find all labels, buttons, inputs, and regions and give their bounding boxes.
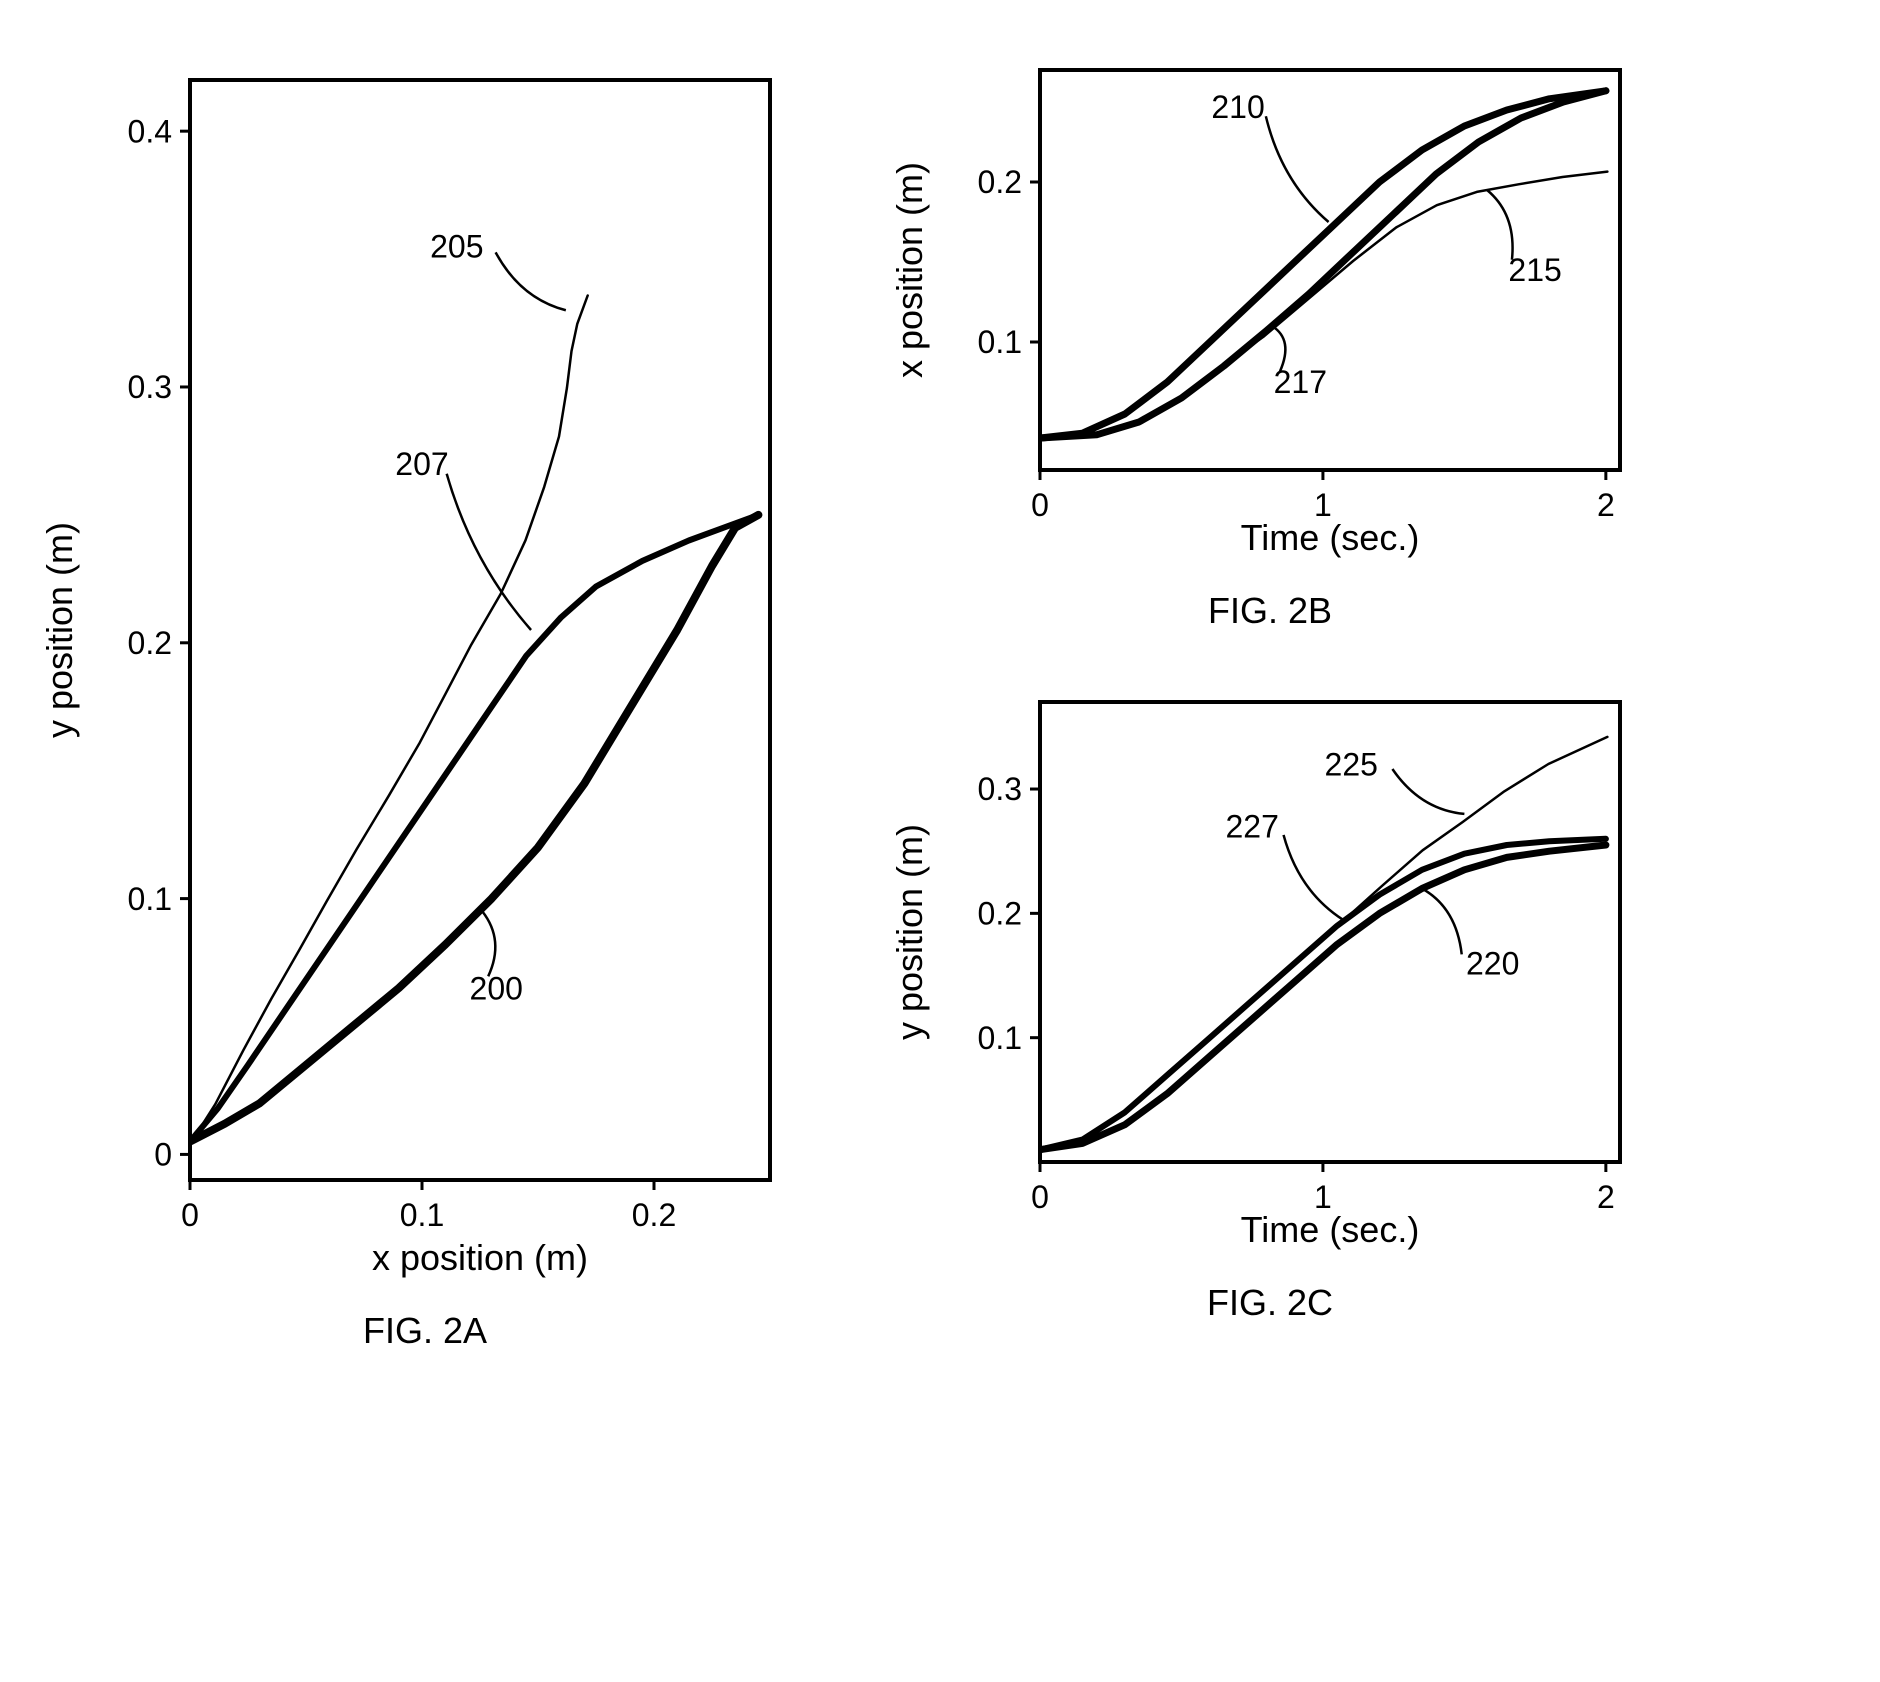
svg-text:207: 207 <box>395 446 448 482</box>
svg-text:0.4: 0.4 <box>128 113 172 149</box>
svg-text:2: 2 <box>1597 1179 1615 1215</box>
svg-text:0: 0 <box>1031 487 1049 523</box>
svg-text:0.3: 0.3 <box>128 369 172 405</box>
svg-text:0.2: 0.2 <box>128 625 172 661</box>
right-column: 0120.10.2Time (sec.)x position (m)210215… <box>890 40 1650 1324</box>
svg-text:0.2: 0.2 <box>978 164 1022 200</box>
svg-text:0: 0 <box>181 1197 199 1233</box>
figure-2b-chart: 0120.10.2Time (sec.)x position (m)210215… <box>890 40 1650 570</box>
svg-text:Time (sec.): Time (sec.) <box>1241 517 1420 558</box>
svg-text:227: 227 <box>1225 809 1278 845</box>
svg-text:0.2: 0.2 <box>632 1197 676 1233</box>
svg-text:0.1: 0.1 <box>400 1197 444 1233</box>
svg-text:225: 225 <box>1325 746 1378 782</box>
svg-text:205: 205 <box>430 228 483 264</box>
svg-text:0.1: 0.1 <box>128 881 172 917</box>
svg-text:0.1: 0.1 <box>978 324 1022 360</box>
svg-text:0.3: 0.3 <box>978 771 1022 807</box>
svg-text:217: 217 <box>1274 364 1327 400</box>
figure-2b-wrap: 0120.10.2Time (sec.)x position (m)210215… <box>890 40 1650 632</box>
svg-text:200: 200 <box>470 970 523 1006</box>
svg-text:0: 0 <box>1031 1179 1049 1215</box>
figure-2c-chart: 0120.10.20.3Time (sec.)y position (m)225… <box>890 672 1650 1262</box>
svg-text:x position (m): x position (m) <box>372 1237 588 1278</box>
left-column: 0 0.1 0.2 0 0.1 0.2 0.3 0.4 x position (m) y posi… <box>40 40 810 1352</box>
svg-text:y position (m): y position (m) <box>890 824 930 1040</box>
svg-text:y position (m): y position (m) <box>40 522 80 738</box>
svg-text:2: 2 <box>1597 487 1615 523</box>
svg-text:0.1: 0.1 <box>978 1020 1022 1056</box>
svg-text:Time (sec.): Time (sec.) <box>1241 1209 1420 1250</box>
figure-2c-caption: FIG. 2C <box>1207 1282 1333 1324</box>
svg-text:x position (m): x position (m) <box>890 162 930 378</box>
figure-2c-wrap: 0120.10.20.3Time (sec.)y position (m)225… <box>890 672 1650 1324</box>
figure-2a-chart: 0 0.1 0.2 0 0.1 0.2 0.3 0.4 x position (m) y posi… <box>40 40 810 1290</box>
svg-text:0: 0 <box>154 1137 172 1173</box>
svg-text:0.2: 0.2 <box>978 896 1022 932</box>
svg-text:215: 215 <box>1508 252 1561 288</box>
figure-2b-caption: FIG. 2B <box>1208 590 1332 632</box>
figure-layout: 0 0.1 0.2 0 0.1 0.2 0.3 0.4 x position (m) y posi… <box>40 40 1840 1352</box>
svg-text:210: 210 <box>1211 89 1264 125</box>
figure-2a-caption: FIG. 2A <box>363 1310 487 1352</box>
figure-2a-wrap: 0 0.1 0.2 0 0.1 0.2 0.3 0.4 x position (m) y posi… <box>40 40 810 1352</box>
svg-text:220: 220 <box>1466 945 1519 981</box>
